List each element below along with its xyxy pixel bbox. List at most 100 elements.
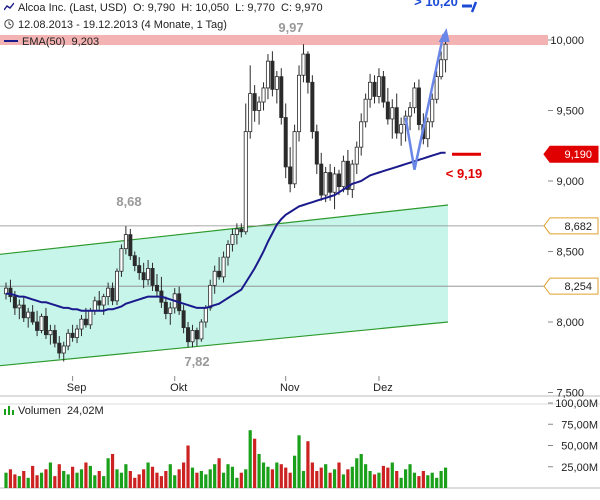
candle-body-down [288, 166, 293, 185]
candle-body-up [257, 101, 262, 111]
candle-body-down [372, 81, 377, 97]
candle [390, 99, 395, 139]
candle-body-down [239, 228, 244, 233]
instrument-title: Alcoa Inc. (Last, USD) [18, 2, 127, 14]
open-value: O: 9,790 [132, 2, 176, 14]
candle [168, 302, 173, 325]
trend-channel [0, 204, 448, 366]
ema-value: 9,203 [71, 36, 100, 48]
volume-bar [408, 464, 412, 488]
volume-bar [439, 471, 443, 488]
candle [274, 71, 279, 104]
candle [57, 336, 62, 359]
date-range: 12.08.2013 - 19.12.2013 (4 Monate, 1 Tag… [18, 19, 227, 31]
y-tick-label: 10,000 [550, 35, 584, 47]
candle [399, 117, 404, 146]
candle [328, 164, 333, 201]
candle-body-down [181, 310, 186, 329]
volume-bar [119, 472, 124, 488]
y-tick-label: 8,000 [556, 317, 584, 329]
volume-bar [244, 469, 248, 488]
candle [194, 327, 199, 346]
candle [17, 299, 22, 320]
volume-bar [22, 471, 26, 488]
volume-bar [368, 471, 372, 488]
candle-body-up [261, 87, 266, 103]
candle [297, 65, 302, 142]
candle-body-down [252, 93, 257, 111]
candle [61, 341, 66, 362]
candle-body-up [332, 173, 337, 193]
candle-body-down [21, 304, 26, 319]
candle-body-up [412, 87, 417, 109]
vol-tick-label: 25,00M [561, 462, 598, 474]
volume-bar [124, 464, 128, 488]
channel-lower-line [0, 321, 449, 367]
candle [30, 305, 35, 325]
volume-bar [253, 438, 257, 488]
candle [314, 124, 319, 174]
y-tick-label: 8,500 [556, 247, 584, 259]
price-badge-8254-text: 8,254 [564, 281, 592, 293]
candle [252, 85, 257, 122]
candle-body-down [141, 272, 146, 281]
candle-body-up [399, 124, 404, 134]
ema-line-icon [4, 36, 18, 46]
candle [394, 93, 399, 139]
candle-body-up [408, 107, 413, 117]
candle-body-down [283, 117, 288, 168]
resistance-band [0, 35, 548, 45]
volume-bar [386, 467, 390, 488]
candle-body-up [354, 146, 359, 165]
candle [376, 68, 381, 104]
volume-bar [288, 472, 292, 488]
volume-bar [381, 465, 385, 488]
candle-body-up [265, 60, 270, 89]
candle [8, 279, 13, 303]
volume-bar [133, 477, 137, 488]
volume-bar [270, 469, 274, 488]
candle [350, 159, 355, 198]
volume-bar [17, 476, 21, 488]
volume-bar [39, 472, 44, 488]
candle [132, 251, 137, 272]
candle-body-down [57, 342, 62, 354]
y-tick-label: 9,500 [556, 106, 584, 118]
candle [305, 51, 310, 94]
volume-bar [324, 464, 328, 488]
candle [181, 305, 186, 334]
candle [137, 257, 142, 280]
volume-bar [164, 471, 168, 488]
candle [292, 124, 297, 189]
candle-body-up [199, 321, 204, 340]
volume-bar [199, 471, 203, 488]
volume-bar [239, 472, 243, 488]
candle [425, 117, 430, 148]
candle-body-down [52, 330, 57, 344]
high-value: H: 10,050 [181, 2, 229, 14]
candle-body-down [279, 76, 284, 118]
candle-body-up [92, 300, 97, 312]
candle [408, 102, 413, 131]
candle-body-up [376, 76, 381, 97]
candle [115, 268, 120, 306]
candle [257, 96, 262, 125]
candle-body-up [443, 43, 448, 61]
line-chart-icon [3, 2, 15, 12]
volume-bar [4, 472, 8, 488]
volume-bar [279, 464, 283, 488]
candle-body-down [137, 265, 142, 274]
volume-bar [13, 474, 17, 488]
volume-bar [62, 471, 66, 488]
candle [439, 51, 444, 80]
volume-bar [364, 464, 368, 488]
volume-bar [35, 475, 39, 488]
vol-tick-label: 100,00M [555, 398, 598, 410]
candle-body-down [385, 101, 390, 120]
volume-label: Volumen [18, 405, 61, 417]
candle [186, 322, 191, 348]
candle-body-down [70, 332, 75, 338]
candle [336, 169, 341, 196]
candle-body-down [110, 287, 115, 302]
